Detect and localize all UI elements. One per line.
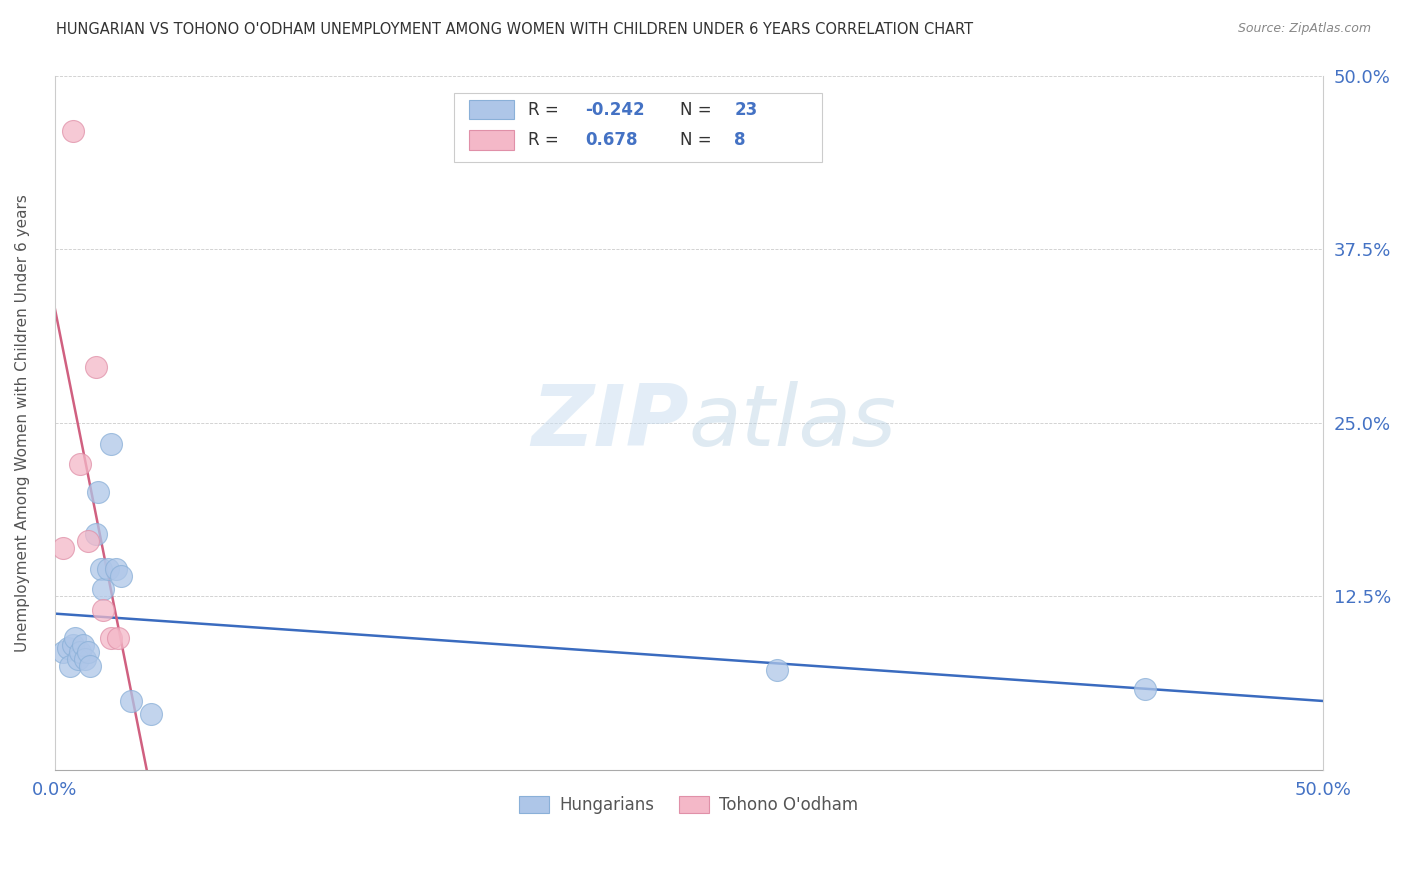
Point: [72, 638, 94, 652]
Point: [75, 652, 97, 666]
FancyBboxPatch shape: [470, 100, 513, 120]
Point: [56, 640, 79, 655]
Point: [100, 436, 122, 450]
Point: [90, 561, 112, 575]
Legend: Hungarians, Tohono O'odham: Hungarians, Tohono O'odham: [509, 786, 869, 824]
Text: N =: N =: [681, 102, 717, 120]
Point: [77, 645, 100, 659]
Point: [66, 652, 89, 666]
Point: [141, 707, 163, 722]
Point: [62, 638, 84, 652]
Text: 0.678: 0.678: [585, 131, 637, 149]
Text: HUNGARIAN VS TOHONO O'ODHAM UNEMPLOYMENT AMONG WOMEN WITH CHILDREN UNDER 6 YEARS: HUNGARIAN VS TOHONO O'ODHAM UNEMPLOYMENT…: [56, 22, 973, 37]
Point: [91, 603, 114, 617]
Y-axis label: Unemployment Among Women with Children Under 6 years: Unemployment Among Women with Children U…: [15, 194, 30, 652]
Point: [84, 527, 107, 541]
Point: [87, 485, 110, 500]
Point: [110, 568, 132, 582]
Point: [766, 663, 789, 677]
FancyBboxPatch shape: [454, 93, 823, 162]
Text: 23: 23: [734, 102, 758, 120]
Text: R =: R =: [527, 131, 564, 149]
Text: N =: N =: [681, 131, 717, 149]
Point: [52, 645, 75, 659]
Point: [77, 533, 100, 548]
Point: [79, 658, 101, 673]
Point: [97, 561, 120, 575]
Point: [100, 631, 122, 645]
Point: [91, 582, 114, 597]
Point: [1133, 682, 1156, 697]
Text: 8: 8: [734, 131, 747, 149]
Point: [84, 360, 107, 375]
Point: [62, 124, 84, 138]
FancyBboxPatch shape: [470, 130, 513, 150]
Point: [107, 631, 129, 645]
Point: [69, 645, 91, 659]
Point: [59, 658, 82, 673]
Text: Source: ZipAtlas.com: Source: ZipAtlas.com: [1237, 22, 1371, 36]
Text: R =: R =: [527, 102, 564, 120]
Point: [65, 631, 87, 645]
Point: [69, 458, 91, 472]
Point: [120, 693, 142, 707]
Point: [52, 541, 75, 555]
Text: -0.242: -0.242: [585, 102, 644, 120]
Text: ZIP: ZIP: [531, 381, 689, 464]
Point: [104, 561, 127, 575]
Text: atlas: atlas: [689, 381, 897, 464]
